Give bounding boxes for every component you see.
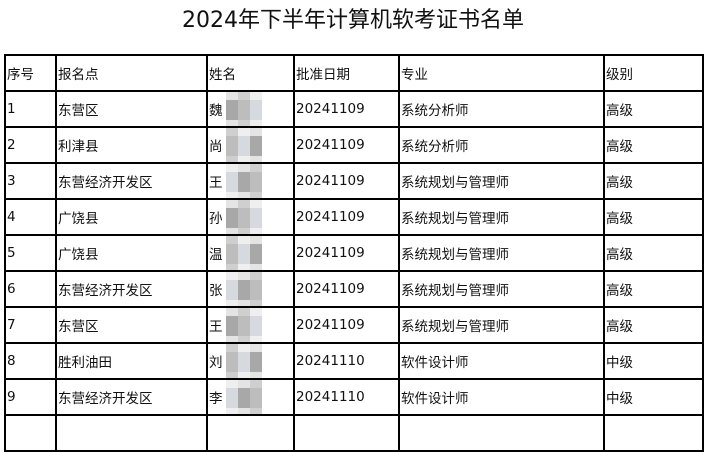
table-row bbox=[4, 414, 704, 452]
cell-no: 1 bbox=[4, 90, 57, 128]
cell-date: 20241110 bbox=[293, 342, 400, 380]
cell-major bbox=[398, 414, 605, 452]
cell-no: 4 bbox=[4, 198, 57, 236]
cell-major: 系统规划与管理师 bbox=[398, 270, 605, 308]
cell-level: 高级 bbox=[603, 306, 704, 344]
cell-major: 系统分析师 bbox=[398, 90, 605, 128]
name-redaction-mosaic bbox=[226, 165, 264, 197]
cell-level: 高级 bbox=[603, 162, 704, 200]
cell-surname: 刘 bbox=[206, 342, 295, 380]
name-surname: 孙 bbox=[209, 211, 223, 227]
cell-site: 东营经济开发区 bbox=[55, 270, 208, 308]
cell-no: 6 bbox=[4, 270, 57, 308]
cell-surname: 王 bbox=[206, 162, 295, 200]
cell-date: 20241110 bbox=[293, 378, 400, 416]
name-redaction-mosaic bbox=[226, 381, 264, 413]
table-row: 4 广饶县孙 20241109 系统规划与管理师 高级 bbox=[4, 198, 704, 236]
table-row: 6 东营经济开发区张 20241109 系统规划与管理师 高级 bbox=[4, 270, 704, 308]
cell-site: 东营经济开发区 bbox=[55, 162, 208, 200]
cell-site: 东营区 bbox=[55, 306, 208, 344]
cell-date: 20241109 bbox=[293, 90, 400, 128]
page-title: 2024年下半年计算机软考证书名单 bbox=[182, 8, 524, 33]
cell-surname: 温 bbox=[206, 234, 295, 272]
cell-level: 高级 bbox=[603, 270, 704, 308]
header-date: 批准日期 bbox=[293, 54, 400, 92]
cell-site: 广饶县 bbox=[55, 198, 208, 236]
cell-date: 20241109 bbox=[293, 306, 400, 344]
name-surname: 魏 bbox=[209, 103, 223, 119]
cell-major: 软件设计师 bbox=[398, 378, 605, 416]
cell-site: 东营区 bbox=[55, 90, 208, 128]
cell-surname: 张 bbox=[206, 270, 295, 308]
cell-no: 7 bbox=[4, 306, 57, 344]
cell-date: 20241109 bbox=[293, 234, 400, 272]
cell-major: 软件设计师 bbox=[398, 342, 605, 380]
cell-site bbox=[55, 414, 208, 452]
cell-date: 20241109 bbox=[293, 198, 400, 236]
cell-surname: 王 bbox=[206, 306, 295, 344]
cell-level: 中级 bbox=[603, 342, 704, 380]
cell-no: 2 bbox=[4, 126, 57, 164]
table-header-row: 序号 报名点 姓名 批准日期 专业 级别 bbox=[4, 54, 704, 92]
cell-no: 9 bbox=[4, 378, 57, 416]
name-redaction-mosaic bbox=[226, 237, 264, 269]
cell-date: 20241109 bbox=[293, 162, 400, 200]
name-surname: 刘 bbox=[209, 355, 223, 371]
name-surname: 尚 bbox=[209, 139, 223, 155]
name-surname: 王 bbox=[209, 319, 223, 335]
cell-level bbox=[603, 414, 704, 452]
cell-level: 高级 bbox=[603, 234, 704, 272]
header-name: 姓名 bbox=[206, 54, 295, 92]
cell-surname: 尚 bbox=[206, 126, 295, 164]
header-major: 专业 bbox=[398, 54, 605, 92]
cell-major: 系统分析师 bbox=[398, 126, 605, 164]
cell-major: 系统规划与管理师 bbox=[398, 234, 605, 272]
table-row: 1 东营区魏 20241109 系统分析师 高级 bbox=[4, 90, 704, 128]
cell-date bbox=[293, 414, 400, 452]
name-redaction-mosaic bbox=[226, 273, 264, 305]
cell-surname: 魏 bbox=[206, 90, 295, 128]
cell-site: 广饶县 bbox=[55, 234, 208, 272]
cell-level: 高级 bbox=[603, 90, 704, 128]
name-surname: 王 bbox=[209, 175, 223, 191]
certificate-table: 序号 报名点 姓名 批准日期 专业 级别 1 东营区魏 20241109 系统分析师高… bbox=[4, 54, 704, 452]
table-row: 2 利津县尚 20241109 系统分析师 高级 bbox=[4, 126, 704, 164]
cell-major: 系统规划与管理师 bbox=[398, 306, 605, 344]
name-surname: 李 bbox=[209, 391, 223, 407]
cell-date: 20241109 bbox=[293, 270, 400, 308]
cell-site: 胜利油田 bbox=[55, 342, 208, 380]
name-redaction-mosaic bbox=[226, 93, 264, 125]
cell-site: 利津县 bbox=[55, 126, 208, 164]
table-row: 7 东营区王 20241109 系统规划与管理师 高级 bbox=[4, 306, 704, 344]
header-level: 级别 bbox=[603, 54, 704, 92]
cell-site: 东营经济开发区 bbox=[55, 378, 208, 416]
cell-level: 高级 bbox=[603, 198, 704, 236]
name-redaction-mosaic bbox=[226, 345, 264, 377]
header-site: 报名点 bbox=[55, 54, 208, 92]
cell-major: 系统规划与管理师 bbox=[398, 162, 605, 200]
cell-level: 中级 bbox=[603, 378, 704, 416]
cell-date: 20241109 bbox=[293, 126, 400, 164]
name-surname: 温 bbox=[209, 247, 223, 263]
name-surname: 张 bbox=[209, 283, 223, 299]
table-row: 8 胜利油田刘 20241110 软件设计师 中级 bbox=[4, 342, 704, 380]
table-row: 3 东营经济开发区王 20241109 系统规划与管理师 高级 bbox=[4, 162, 704, 200]
cell-surname: 李 bbox=[206, 378, 295, 416]
header-no: 序号 bbox=[4, 54, 57, 92]
cell-no bbox=[4, 414, 57, 452]
cell-surname: 孙 bbox=[206, 198, 295, 236]
cell-no: 8 bbox=[4, 342, 57, 380]
name-redaction-mosaic bbox=[226, 201, 264, 233]
name-redaction-mosaic bbox=[226, 309, 264, 341]
table-row: 9 东营经济开发区李 20241110 软件设计师 中级 bbox=[4, 378, 704, 416]
cell-surname bbox=[206, 414, 295, 452]
cell-major: 系统规划与管理师 bbox=[398, 198, 605, 236]
table-row: 5 广饶县温 20241109 系统规划与管理师 高级 bbox=[4, 234, 704, 272]
cell-no: 3 bbox=[4, 162, 57, 200]
cell-no: 5 bbox=[4, 234, 57, 272]
cell-level: 高级 bbox=[603, 126, 704, 164]
name-redaction-mosaic bbox=[226, 129, 264, 161]
